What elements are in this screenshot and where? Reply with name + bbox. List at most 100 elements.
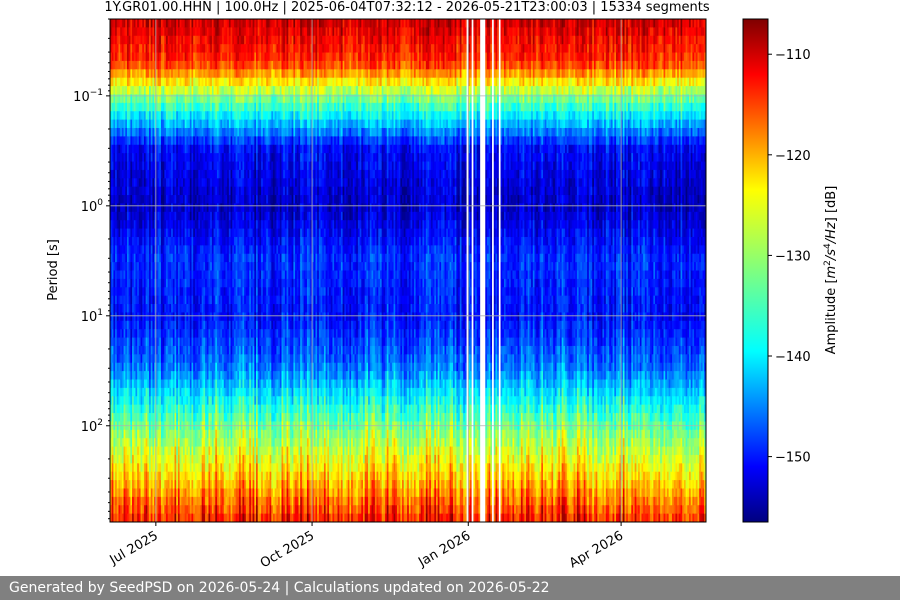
heatmap-cell	[140, 379, 143, 389]
heatmap-cell	[171, 362, 174, 372]
heatmap-cell	[110, 496, 113, 506]
heatmap-cell	[199, 471, 203, 481]
heatmap-cell	[194, 86, 198, 96]
heatmap-cell	[135, 35, 138, 45]
heatmap-cell	[191, 362, 194, 372]
heatmap-cell	[120, 463, 123, 473]
heatmap-cell	[155, 496, 159, 506]
heatmap-cell	[206, 127, 210, 137]
heatmap-cell	[198, 195, 201, 205]
heatmap-cell	[133, 354, 137, 364]
heatmap-cell	[159, 136, 162, 146]
heatmap-cell	[160, 446, 164, 456]
heatmap-cell	[218, 496, 221, 506]
heatmap-cell	[138, 102, 142, 112]
heatmap-cell	[201, 471, 204, 481]
heatmap-cell	[220, 295, 223, 305]
heatmap-cell	[176, 127, 179, 137]
heatmap-cell	[171, 111, 174, 121]
heatmap-cell	[184, 446, 188, 456]
heatmap-cell	[115, 195, 118, 205]
heatmap-cell	[132, 505, 135, 515]
heatmap-cell	[162, 52, 165, 62]
heatmap-cell	[215, 86, 218, 96]
heatmap-cell	[169, 236, 172, 246]
heatmap-cell	[132, 119, 135, 129]
heatmap-cell	[138, 245, 142, 255]
heatmap-cell	[162, 236, 165, 246]
heatmap-cell	[188, 278, 191, 288]
heatmap-cell	[213, 320, 216, 330]
heatmap-cell	[198, 337, 201, 347]
heatmap-cell	[116, 52, 120, 62]
heatmap-cell	[147, 186, 150, 196]
heatmap-cell	[137, 345, 140, 355]
heatmap-cell	[110, 228, 113, 238]
heatmap-cell	[162, 144, 165, 154]
heatmap-cell	[143, 35, 147, 45]
heatmap-cell	[210, 69, 213, 79]
heatmap-cell	[145, 236, 148, 246]
heatmap-cell	[162, 404, 165, 414]
heatmap-cell	[205, 371, 208, 381]
heatmap-cell	[198, 505, 201, 515]
heatmap-cell	[181, 119, 184, 129]
heatmap-cell	[186, 77, 189, 87]
heatmap-cell	[115, 178, 118, 188]
heatmap-cell	[123, 69, 126, 79]
heatmap-cell	[140, 245, 143, 255]
heatmap-cell	[167, 186, 171, 196]
heatmap-cell	[123, 404, 126, 414]
heatmap-cell	[201, 379, 204, 389]
heatmap-cell	[145, 278, 148, 288]
heatmap-cell	[176, 35, 179, 45]
heatmap-cell	[216, 438, 220, 448]
heatmap-cell	[121, 94, 125, 104]
heatmap-cell	[147, 228, 150, 238]
heatmap-cell	[188, 505, 191, 515]
heatmap-cell	[110, 513, 113, 522]
heatmap-cell	[154, 35, 157, 45]
heatmap-cell	[186, 496, 189, 506]
heatmap-cell	[189, 396, 193, 406]
heatmap-cell	[199, 463, 203, 473]
heatmap-cell	[157, 178, 160, 188]
heatmap-cell	[133, 413, 137, 422]
heatmap-cell	[203, 312, 206, 322]
heatmap-column	[110, 19, 113, 522]
heatmap-cell	[147, 295, 150, 305]
heatmap-cell	[189, 153, 193, 163]
heatmap-cell	[140, 195, 143, 205]
heatmap-cell	[205, 136, 208, 146]
heatmap-cell	[152, 454, 155, 464]
heatmap-cell	[213, 387, 216, 397]
heatmap-cell	[203, 387, 206, 397]
heatmap-cell	[216, 287, 220, 297]
heatmap-cell	[111, 236, 114, 246]
heatmap-cell	[125, 195, 128, 205]
heatmap-cell	[147, 438, 150, 448]
heatmap-cell	[150, 304, 154, 314]
heatmap-cell	[125, 186, 128, 196]
heatmap-cell	[215, 413, 218, 422]
heatmap-cell	[128, 195, 131, 205]
heatmap-cell	[137, 471, 140, 481]
heatmap-cell	[128, 60, 131, 70]
heatmap-cell	[110, 429, 113, 439]
heatmap-cell	[164, 19, 167, 28]
heatmap-cell	[211, 253, 215, 263]
heatmap-cell	[206, 27, 210, 37]
heatmap-cell	[132, 178, 135, 188]
heatmap-cell	[125, 329, 128, 339]
heatmap-cell	[140, 278, 143, 288]
heatmap-cell	[123, 178, 126, 188]
heatmap-cell	[157, 236, 160, 246]
heatmap-cell	[147, 153, 150, 163]
heatmap-cell	[188, 304, 191, 314]
heatmap-cell	[155, 446, 159, 456]
heatmap-cell	[188, 454, 191, 464]
heatmap-cell	[120, 19, 123, 28]
heatmap-cell	[155, 245, 159, 255]
heatmap-cell	[176, 454, 179, 464]
heatmap-cell	[213, 161, 216, 171]
